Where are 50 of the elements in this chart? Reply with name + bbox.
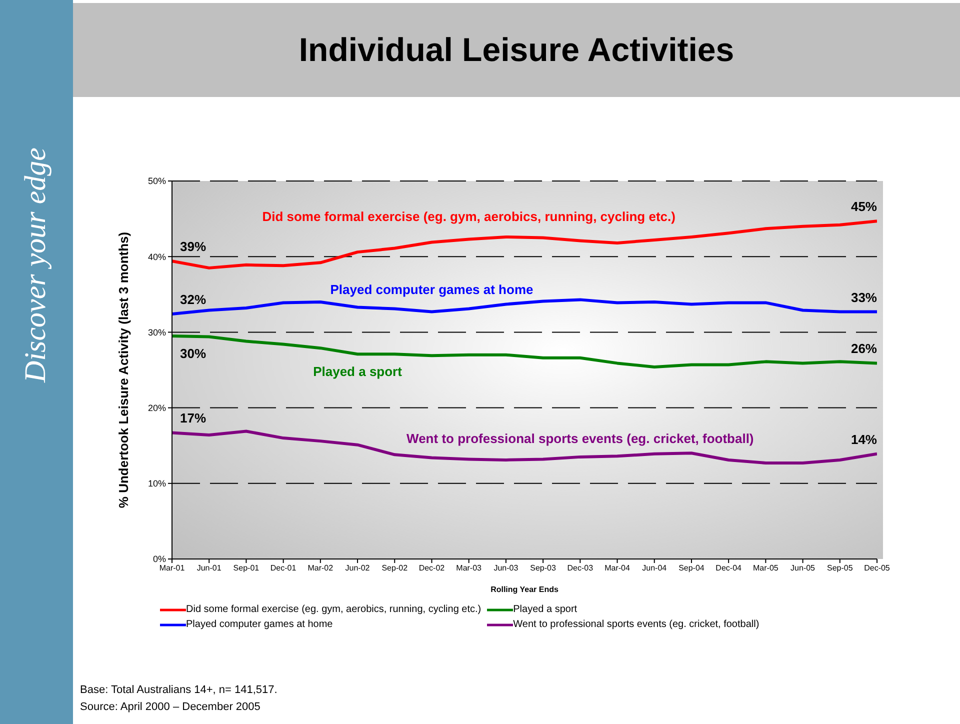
x-tick-label: Jun-04 <box>642 564 668 573</box>
line-series <box>172 334 877 368</box>
x-tick-label: Mar-03 <box>456 564 482 573</box>
annotation: 45% <box>850 199 878 214</box>
y-axis-title: % Undertook Leisure Activity (last 3 months) <box>116 232 131 508</box>
text: Base: Total Australians 14+, n= 141,517. <box>80 683 278 698</box>
x-tick-label: Jun-01 <box>196 564 222 573</box>
x-tick-label: Sep-03 <box>530 564 556 573</box>
annotation: 33% <box>850 290 878 305</box>
text: Played a sport <box>313 364 402 380</box>
legend-label: Went to professional sports events (eg. cricket, football) <box>513 619 760 630</box>
y-tick-label: 50% <box>148 176 166 186</box>
x-tick-label: Sep-04 <box>678 564 705 573</box>
x-tick-label: Jun-03 <box>494 564 519 573</box>
legend-label: Played computer games at home <box>186 619 333 630</box>
x-tick-label: Jun-05 <box>790 564 816 573</box>
y-tick-label: 40% <box>148 252 166 262</box>
x-tick-label: Mar-02 <box>308 564 334 573</box>
text: Played computer games at home <box>330 282 534 297</box>
x-tick-label: Dec-05 <box>864 564 890 573</box>
x-tick-label: Mar-05 <box>753 564 779 573</box>
annotation: 17% <box>180 410 206 426</box>
annotation: 32% <box>180 292 206 308</box>
annotation: 26% <box>850 341 878 356</box>
y-tick-label: 10% <box>148 478 166 489</box>
legend-label: Played a sport <box>513 604 578 615</box>
x-tick-label: Dec-04 <box>716 564 742 573</box>
text: Did some formal exercise (eg. gym, aerobics, running, cycling etc.) <box>262 209 676 224</box>
x-tick-label: Dec-01 <box>270 564 297 573</box>
x-tick-label: Sep-02 <box>382 564 408 573</box>
x-tick-label: Dec-03 <box>567 564 594 573</box>
annotation: 30% <box>180 346 206 361</box>
x-axis-title: Rolling Year Ends <box>490 585 559 594</box>
annotation: 14% <box>850 432 878 447</box>
y-tick-label: 20% <box>148 402 166 413</box>
y-tick-label: 0% <box>152 554 166 564</box>
chart-title: Individual Leisure Activities <box>298 31 734 69</box>
line-series <box>172 430 877 464</box>
x-tick-label: Mar-04 <box>604 564 630 573</box>
text: Went to professional sports events (eg. cricket, football) <box>406 430 754 446</box>
annotation: 39% <box>180 239 206 254</box>
y-tick-label: 30% <box>148 327 166 338</box>
text: Discover your edge <box>19 148 53 382</box>
x-tick-label: Sep-05 <box>826 564 854 573</box>
source-note: Source: April 2000 – December 2005 <box>80 700 262 715</box>
x-tick-label: Sep-01 <box>233 564 260 573</box>
x-tick-label: Mar-01 <box>159 564 186 573</box>
legend-label: Did some formal exercise (eg. gym, aerobics, running, cycling etc.) <box>186 604 482 615</box>
x-tick-label: Dec-02 <box>418 564 446 573</box>
x-tick-label: Jun-02 <box>345 564 370 573</box>
